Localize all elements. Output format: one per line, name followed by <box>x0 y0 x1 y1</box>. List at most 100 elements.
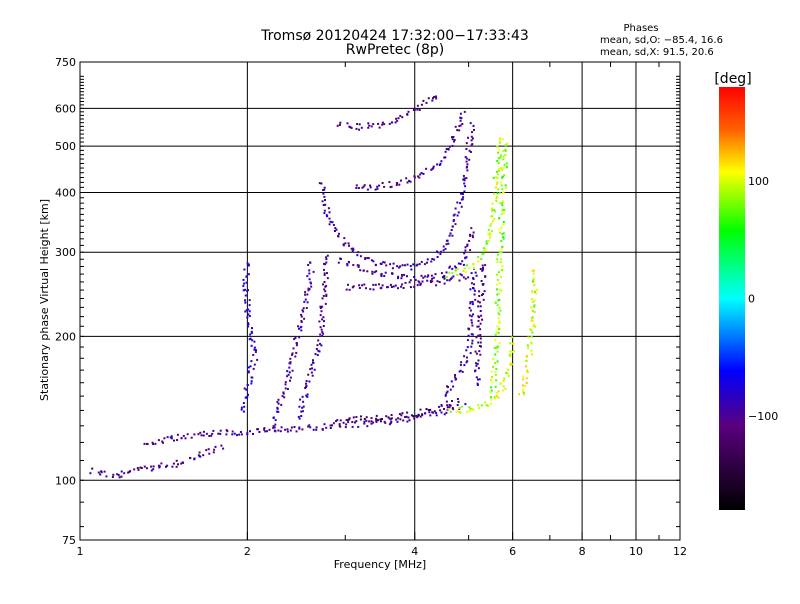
data-point <box>339 419 342 422</box>
data-point <box>202 434 205 437</box>
data-point <box>111 476 114 478</box>
data-point <box>243 268 246 271</box>
data-point <box>236 434 238 437</box>
data-point <box>477 256 480 259</box>
data-point <box>498 298 501 301</box>
data-point <box>390 420 393 423</box>
data-point <box>250 330 253 333</box>
data-point <box>435 95 437 98</box>
data-point <box>513 349 515 352</box>
data-point <box>492 365 495 368</box>
data-point <box>329 427 332 429</box>
data-point <box>481 269 484 272</box>
data-point <box>378 184 381 187</box>
data-point <box>493 346 496 349</box>
data-point <box>464 249 467 252</box>
data-point <box>496 279 499 281</box>
data-point <box>294 337 297 339</box>
data-point <box>472 231 475 234</box>
data-point <box>495 288 498 291</box>
data-point <box>288 371 291 374</box>
data-point <box>300 313 303 316</box>
data-point <box>300 410 303 413</box>
data-point <box>474 350 477 353</box>
data-point <box>529 328 532 330</box>
data-point <box>322 189 325 191</box>
data-point <box>379 418 382 421</box>
data-point <box>249 430 251 433</box>
y-tick-label: 300 <box>55 246 76 259</box>
data-point <box>500 184 503 187</box>
data-point <box>352 247 355 250</box>
data-point <box>496 304 499 307</box>
data-point <box>496 177 499 179</box>
data-point <box>463 267 466 270</box>
data-point <box>306 395 309 398</box>
data-point <box>186 433 189 436</box>
data-point <box>238 433 241 436</box>
data-point <box>469 288 472 291</box>
data-point <box>413 109 416 111</box>
data-point <box>431 280 434 283</box>
data-point <box>368 124 371 127</box>
data-point <box>293 426 296 428</box>
data-point <box>480 314 483 317</box>
data-point <box>359 255 362 258</box>
data-point <box>459 363 462 366</box>
data-point <box>484 264 487 267</box>
data-point <box>120 475 123 478</box>
data-point <box>409 286 412 289</box>
data-point <box>162 441 164 444</box>
data-point <box>452 275 455 278</box>
data-point <box>344 242 347 245</box>
data-point <box>479 310 482 312</box>
data-point <box>199 455 202 458</box>
data-point <box>501 208 504 211</box>
data-point <box>500 269 503 272</box>
data-point <box>351 421 354 423</box>
data-point <box>143 465 146 468</box>
data-point <box>118 476 121 479</box>
data-point <box>503 163 506 166</box>
data-point <box>471 303 474 306</box>
data-point <box>497 188 500 191</box>
data-point <box>252 354 255 356</box>
data-point <box>280 403 283 406</box>
data-point <box>325 261 328 264</box>
data-point <box>158 466 161 469</box>
data-point <box>489 391 492 394</box>
data-point <box>417 280 420 283</box>
data-point <box>451 225 454 228</box>
colorbar-label: [deg] <box>714 71 751 87</box>
data-point <box>456 201 459 204</box>
data-point <box>288 366 291 369</box>
data-point <box>284 381 287 384</box>
data-point <box>439 162 442 165</box>
data-point <box>474 271 477 274</box>
data-point <box>397 275 400 278</box>
data-point <box>408 419 411 422</box>
data-point <box>501 188 504 191</box>
data-point <box>479 305 482 308</box>
data-point <box>481 264 484 267</box>
data-point <box>315 348 318 350</box>
data-point <box>326 215 329 218</box>
data-point <box>319 307 322 309</box>
data-point <box>531 280 534 283</box>
data-point <box>454 207 457 210</box>
data-point <box>480 258 483 261</box>
data-point <box>322 283 324 286</box>
data-point <box>460 117 463 120</box>
data-point <box>463 182 466 185</box>
data-point <box>100 471 103 474</box>
data-point <box>356 254 359 257</box>
data-point <box>445 391 448 394</box>
data-point <box>492 176 495 179</box>
data-point <box>279 430 282 433</box>
data-point <box>422 276 425 279</box>
data-point <box>398 266 401 269</box>
data-point <box>366 257 369 259</box>
data-point <box>365 419 368 422</box>
data-point <box>484 275 487 278</box>
data-point <box>496 283 499 286</box>
